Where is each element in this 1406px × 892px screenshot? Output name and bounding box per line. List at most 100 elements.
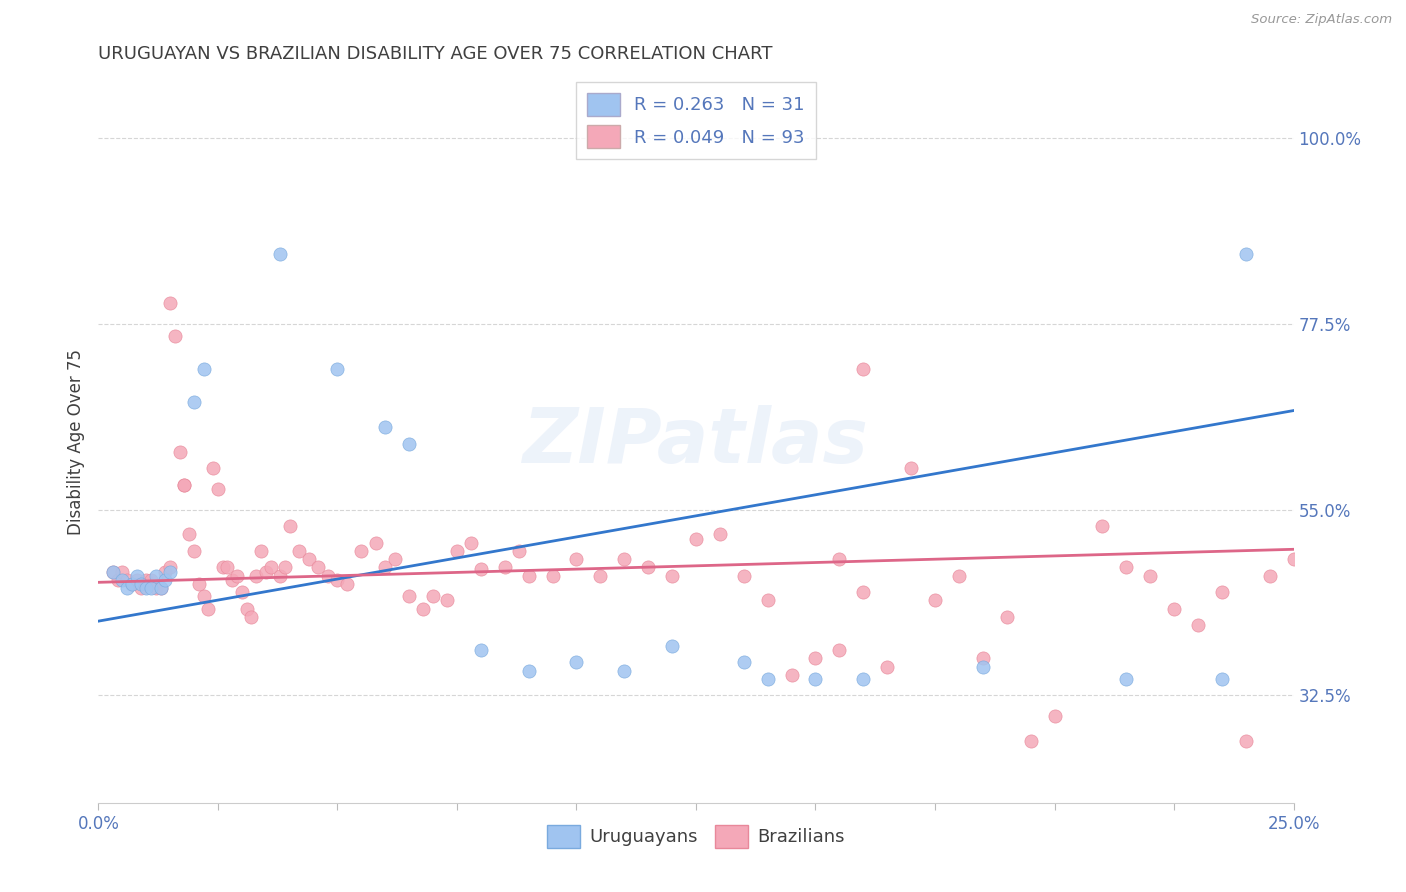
Point (159, 565, 181, 579)
Point (149, 581, 172, 595)
Point (364, 535, 387, 549)
Point (876, 659, 898, 673)
Point (155, 565, 177, 579)
Point (316, 568, 339, 582)
Point (193, 590, 215, 604)
Point (269, 568, 291, 582)
Point (1211, 585, 1233, 599)
Point (412, 601, 434, 615)
Point (101, 565, 124, 579)
Point (159, 560, 181, 574)
Point (139, 573, 162, 587)
Point (169, 445, 191, 459)
Point (900, 461, 922, 475)
Point (1234, 734, 1257, 748)
Point (384, 552, 406, 566)
Point (135, 581, 157, 595)
Point (470, 643, 492, 657)
Point (972, 651, 994, 665)
Point (149, 581, 172, 595)
Point (245, 568, 267, 582)
Point (589, 568, 612, 582)
Point (187, 577, 209, 591)
Point (111, 573, 134, 587)
Point (259, 560, 281, 574)
Point (828, 643, 851, 657)
Point (121, 577, 143, 591)
Point (924, 593, 946, 607)
Point (326, 573, 349, 587)
Point (1187, 618, 1209, 632)
Point (1139, 568, 1161, 582)
Point (995, 610, 1018, 624)
Point (1282, 552, 1305, 566)
Legend: Uruguayans, Brazilians: Uruguayans, Brazilians (540, 818, 852, 855)
Text: Source: ZipAtlas.com: Source: ZipAtlas.com (1251, 13, 1392, 27)
Point (1019, 734, 1042, 748)
Point (131, 577, 153, 591)
Point (211, 560, 233, 574)
Point (173, 478, 195, 492)
Point (183, 544, 205, 558)
Point (1115, 672, 1137, 686)
Point (125, 573, 148, 587)
Point (235, 601, 257, 615)
Point (231, 585, 253, 599)
Point (221, 573, 243, 587)
Point (541, 568, 564, 582)
Point (145, 581, 167, 595)
Point (131, 581, 153, 595)
Point (183, 395, 205, 409)
Point (1211, 672, 1233, 686)
Point (804, 651, 827, 665)
Point (422, 590, 444, 604)
Point (613, 552, 636, 566)
Point (278, 519, 301, 533)
Point (163, 329, 186, 343)
Point (202, 461, 225, 475)
Point (828, 552, 851, 566)
Point (804, 672, 827, 686)
Point (135, 577, 157, 591)
Point (269, 246, 291, 260)
Point (288, 544, 311, 558)
Point (460, 535, 482, 549)
Point (709, 527, 731, 541)
Point (326, 362, 349, 376)
Point (398, 436, 420, 450)
Point (274, 560, 297, 574)
Point (494, 560, 516, 574)
Point (374, 560, 396, 574)
Point (517, 568, 540, 582)
Point (436, 593, 458, 607)
Point (336, 577, 359, 591)
Point (613, 664, 636, 678)
Point (135, 573, 157, 587)
Point (780, 668, 803, 682)
Point (508, 544, 530, 558)
Point (661, 568, 683, 582)
Point (565, 552, 588, 566)
Point (298, 552, 321, 566)
Point (145, 568, 167, 582)
Point (217, 560, 239, 574)
Point (179, 527, 201, 541)
Point (948, 568, 970, 582)
Point (307, 560, 329, 574)
Point (733, 568, 755, 582)
Point (1115, 560, 1137, 574)
Point (240, 610, 263, 624)
Point (685, 532, 707, 546)
Point (637, 560, 659, 574)
Point (565, 656, 588, 670)
Point (661, 639, 683, 653)
Point (972, 659, 994, 673)
Point (1043, 709, 1066, 723)
Point (207, 482, 229, 496)
Y-axis label: Disability Age Over 75: Disability Age Over 75 (66, 349, 84, 534)
Point (733, 656, 755, 670)
Point (101, 565, 124, 579)
Point (1163, 601, 1185, 615)
Point (852, 362, 875, 376)
Point (197, 601, 219, 615)
